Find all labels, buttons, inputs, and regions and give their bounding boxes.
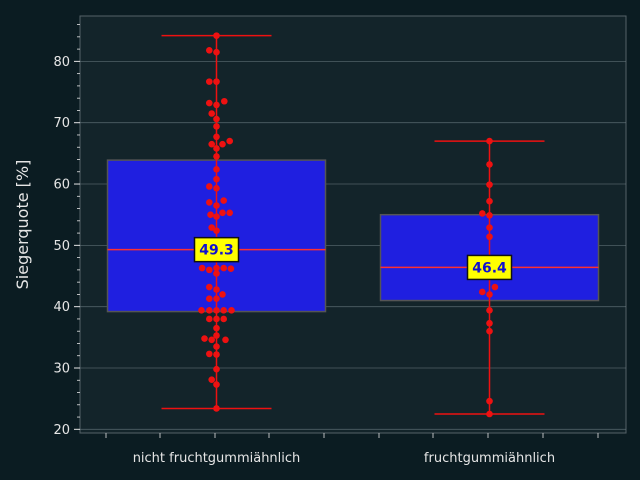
data-point [213,343,220,350]
data-point [213,381,220,388]
data-point [213,145,220,152]
data-point [213,202,220,209]
data-point [207,211,214,218]
data-point [479,210,486,217]
data-point [228,307,235,314]
data-point [213,324,220,332]
data-point [213,101,220,109]
data-point [479,288,486,296]
y-tick-label: 20 [53,423,70,438]
y-tick-label: 40 [53,300,70,315]
y-tick-label: 50 [53,239,70,254]
data-point [220,315,227,323]
axes: 20 30 40 50 60 70 80 nicht fruchtgummiähnlich fr… [53,24,599,466]
data-point [221,97,228,105]
data-point [486,137,493,145]
data-point [213,32,220,39]
data-point [227,265,235,272]
y-tick-label: 70 [53,116,70,131]
data-point [208,110,215,117]
data-point [486,224,493,231]
data-point [208,336,215,344]
data-point [213,405,220,412]
median-label: 49.3 [199,243,234,259]
data-point [213,153,220,160]
data-point [222,336,229,344]
data-point [213,351,220,358]
data-point [219,140,226,148]
data-point [213,315,220,323]
data-point [206,199,213,206]
data-point [486,410,493,418]
data-point [206,78,213,85]
median-label-box [193,236,240,263]
y-axis-title: Siegerquote [%] [13,160,32,290]
data-point [213,133,220,141]
data-point [213,270,220,277]
data-point [206,283,213,291]
data-point [219,291,226,298]
data-point [213,264,220,272]
data-points [198,32,499,418]
data-point [213,78,220,85]
data-point [206,350,213,358]
data-point [220,197,227,204]
data-point [213,115,220,123]
data-point [213,286,220,293]
data-point [226,137,233,145]
x-tick-label: fruchtgummiähnlich [424,451,555,466]
y-tick-label: 30 [53,361,70,376]
data-point [213,227,220,234]
data-point [206,315,213,323]
data-point [206,307,213,314]
data-point [213,123,220,130]
y-tick-label: 60 [53,178,70,193]
median-label-box [466,254,513,281]
median-label: 46.4 [472,260,507,276]
data-point [213,332,220,339]
data-point [213,365,220,373]
median-labels: 49.3 46.4 [193,236,513,281]
data-point [208,224,215,231]
x-tick-label: nicht fruchtgummiähnlich [133,451,301,466]
data-point [486,307,493,314]
data-point [486,319,493,327]
data-point [486,161,493,168]
data-point [213,213,220,220]
data-point [486,181,493,188]
data-point [206,266,213,274]
data-point [486,397,493,405]
data-point [486,233,493,241]
data-point [213,175,220,183]
data-point [486,327,493,335]
data-point [213,295,220,303]
data-point [213,48,220,56]
data-point [220,307,227,314]
data-point [486,197,493,205]
data-point [206,47,213,54]
data-point [226,209,233,217]
data-point [208,376,215,383]
data-point [206,99,213,107]
data-point [206,183,213,190]
data-point [486,212,493,219]
y-tick-label: 80 [53,55,70,70]
data-point [198,264,206,272]
data-point [198,307,205,314]
data-point [220,264,227,272]
data-point [491,283,499,291]
data-point [219,209,226,217]
data-point [213,307,220,314]
data-point [208,140,215,148]
data-point [213,185,220,192]
data-point [206,295,213,303]
data-point [486,291,493,298]
data-point [213,166,220,173]
data-point [201,335,208,342]
